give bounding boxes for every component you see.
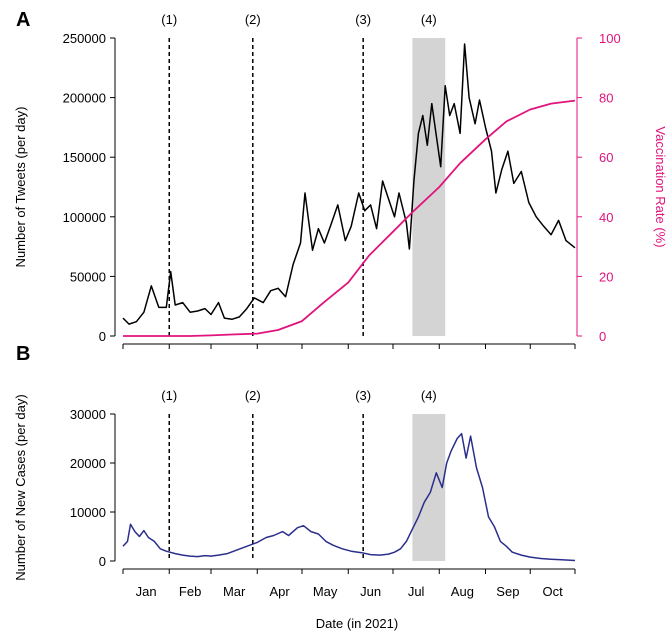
y-tick-label: 50000 [70, 269, 106, 284]
x-tick-label: Jul [408, 584, 425, 599]
event-label: (3) [355, 388, 371, 403]
x-axis-title: Date (in 2021) [316, 616, 398, 631]
event-label: (2) [245, 388, 261, 403]
y2-tick-label: 0 [599, 329, 606, 344]
y-tick-label: 10000 [70, 505, 106, 520]
y2-tick-label: 20 [599, 269, 613, 284]
x-tick-label: Feb [179, 584, 201, 599]
y-tick-label: 150000 [63, 150, 106, 165]
panel-b-chart: B (4) (1) (2) (3) 0 10000 20000 30000 Number of … [13, 343, 576, 599]
y2-tick-label: 80 [599, 91, 613, 106]
y-tick-label: 0 [99, 554, 106, 569]
event-label: (3) [355, 12, 371, 27]
y2-tick-label: 60 [599, 150, 613, 165]
y-axis-title: Number of New Cases (per day) [13, 394, 28, 580]
y-tick-label: 20000 [70, 456, 106, 471]
x-tick-label: Mar [223, 584, 246, 599]
x-tick-label: Jan [136, 584, 157, 599]
panel-a-label: A [16, 9, 30, 31]
x-tick-label: May [313, 584, 338, 599]
x-tick-label: Apr [270, 584, 291, 599]
y-tick-label: 200000 [63, 91, 106, 106]
x-tick-label: Oct [543, 584, 564, 599]
x-tick-label: Aug [451, 584, 474, 599]
series-line-new-cases [122, 432, 576, 562]
event-label: (1) [161, 12, 177, 27]
event-label: (4) [421, 388, 437, 403]
y-tick-label: 30000 [70, 407, 106, 422]
x-tick-label: Sep [496, 584, 519, 599]
x-tick-label: Jun [360, 584, 381, 599]
y-tick-label: 0 [99, 329, 106, 344]
panel-b-label: B [16, 343, 30, 365]
y-tick-label: 100000 [63, 210, 106, 225]
shaded-period [412, 414, 446, 561]
event-label: (2) [245, 12, 261, 27]
series-line-vaccination-rate [123, 99, 576, 337]
event-label: (1) [161, 388, 177, 403]
event-label: (4) [421, 12, 437, 27]
y-axis-title: Number of Tweets (per day) [13, 107, 28, 268]
series-line-tweets [122, 43, 576, 325]
y2-tick-label: 40 [599, 210, 613, 225]
y2-axis-title: Vaccination Rate (%) [653, 126, 668, 247]
y2-tick-label: 100 [599, 31, 621, 46]
panel-a-chart: A (4) (1) (2) (3) 0 50000 100000 150000 200000 25… [13, 9, 668, 349]
y-tick-label: 250000 [63, 31, 106, 46]
